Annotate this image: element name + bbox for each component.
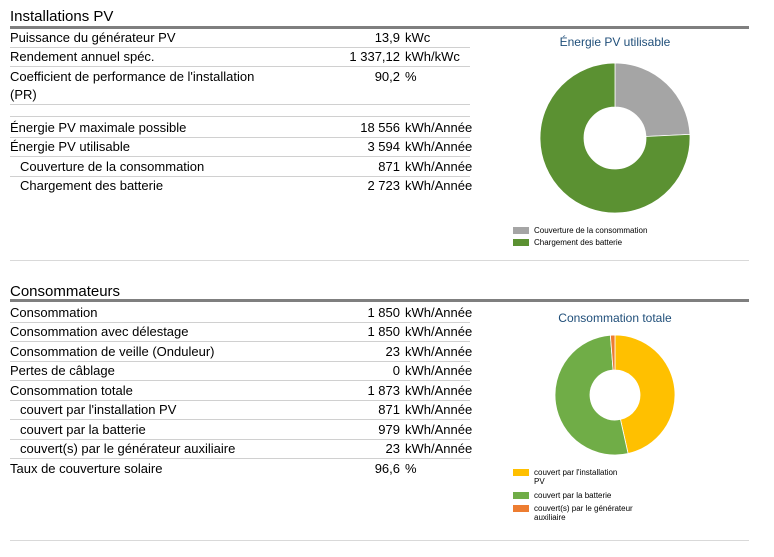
row-separator [10, 419, 470, 420]
row-separator [10, 341, 470, 342]
row-separator [10, 137, 470, 138]
row-separator [10, 116, 470, 117]
legend-item: couvert par la batterie [513, 491, 713, 501]
row-label-continued: (PR) [10, 87, 37, 102]
pv-section-title: Installations PV [10, 8, 114, 25]
row-label: Couverture de la consommation [20, 159, 205, 174]
cons-section-title: Consommateurs [10, 283, 121, 300]
row-label: Consommation avec délestage [10, 324, 189, 339]
pie-slice-0 [614, 334, 676, 455]
row-label: Rendement annuel spéc. [10, 49, 155, 64]
row-label: Consommation [10, 305, 98, 320]
legend-swatch [513, 239, 529, 246]
row-value: 3 594 [367, 139, 400, 154]
row-value: 1 337,12 [349, 49, 400, 64]
legend-label-line: PV [534, 477, 545, 486]
pie-slice-2 [609, 334, 616, 371]
row-value: 13,9 [374, 30, 400, 45]
row-unit: kWh/Année [405, 441, 473, 456]
row-value: 1 873 [367, 383, 400, 398]
legend-label: couvert par la batterie [534, 491, 612, 500]
row-unit: kWh/Année [405, 344, 473, 359]
row-label: Consommation totale [10, 383, 133, 398]
cons-chart-title: Consommation totale [558, 311, 672, 325]
row-label: Pertes de câblage [10, 363, 115, 378]
row-separator [10, 66, 470, 67]
row-label: Énergie PV utilisable [10, 139, 130, 154]
row-label: Taux de couverture solaire [10, 461, 163, 476]
row-value: 979 [378, 422, 400, 437]
row-unit: kWh/Année [405, 324, 473, 339]
row-unit: kWh/Année [405, 139, 473, 154]
legend-label-line: auxiliaire [534, 513, 566, 522]
row-label: Chargement des batterie [20, 178, 164, 193]
row-value: 2 723 [367, 178, 400, 193]
row-label: couvert par la batterie [20, 422, 146, 437]
legend-item: Couverture de la consommation [513, 226, 713, 236]
section-divider [10, 260, 749, 261]
legend-label: couvert(s) par le générateur auxiliaire [534, 504, 633, 522]
row-unit: kWh/Année [405, 383, 473, 398]
legend-item: couvert(s) par le générateur auxiliaire [513, 504, 713, 524]
legend-swatch [513, 505, 529, 512]
row-value: 23 [385, 344, 400, 359]
row-unit: kWh/Année [405, 402, 473, 417]
row-separator [10, 322, 470, 323]
legend-swatch [513, 492, 529, 499]
row-unit: kWh/Année [405, 159, 473, 174]
row-value: 96,6 [374, 461, 400, 476]
row-unit: % [405, 69, 417, 84]
row-separator [10, 176, 470, 177]
legend-label: Couverture de la consommation [534, 226, 648, 235]
row-separator [10, 439, 470, 440]
row-label: Coefficient de performance de l'installa… [10, 69, 255, 84]
row-separator [10, 47, 470, 48]
legend-label: Chargement des batterie [534, 238, 623, 247]
legend-label: couvert par l'installation PV [534, 468, 617, 486]
legend-swatch [513, 227, 529, 234]
row-value: 90,2 [374, 69, 400, 84]
row-label: couvert par l'installation PV [20, 402, 177, 417]
row-unit: kWh/Année [405, 422, 473, 437]
legend-label-line: couvert par l'installation [534, 468, 618, 477]
row-unit: kWh/Année [405, 120, 473, 135]
legend-label-line: couvert(s) par le générateur [534, 504, 633, 513]
row-value: 1 850 [367, 324, 400, 339]
legend-swatch [513, 469, 529, 476]
pv-section-rule [10, 26, 749, 29]
row-label: couvert(s) par le générateur auxiliaire [20, 441, 236, 456]
row-label: Puissance du générateur PV [10, 30, 176, 45]
row-label: Énergie PV maximale possible [10, 120, 187, 135]
row-value: 871 [378, 402, 400, 417]
row-separator [10, 458, 470, 459]
row-unit: kWh/Année [405, 305, 473, 320]
row-unit: kWh/kWc [405, 49, 460, 64]
legend-item: couvert par l'installation PV [513, 468, 713, 488]
row-unit: % [405, 461, 417, 476]
pv-chart-title: Énergie PV utilisable [559, 35, 671, 49]
row-value: 18 556 [360, 120, 400, 135]
legend-item: Chargement des batterie [513, 238, 713, 248]
pie-slice-1 [554, 334, 629, 456]
row-separator [10, 361, 470, 362]
row-value: 0 [392, 363, 400, 378]
pie-slice-0 [614, 62, 691, 137]
row-value: 871 [378, 159, 400, 174]
pie-slice-1 [539, 62, 691, 214]
row-separator [10, 380, 470, 381]
row-unit: kWc [405, 30, 431, 45]
row-separator [10, 104, 470, 105]
row-separator [10, 156, 470, 157]
row-unit: kWh/Année [405, 178, 473, 193]
cons-section-rule [10, 299, 749, 302]
row-value: 23 [385, 441, 400, 456]
row-value: 1 850 [367, 305, 400, 320]
section-divider [10, 540, 749, 541]
row-separator [10, 400, 470, 401]
row-label: Consommation de veille (Onduleur) [10, 344, 215, 359]
row-unit: kWh/Année [405, 363, 473, 378]
pv-row-pr: Coefficient de performance de l'installa… [10, 69, 470, 103]
